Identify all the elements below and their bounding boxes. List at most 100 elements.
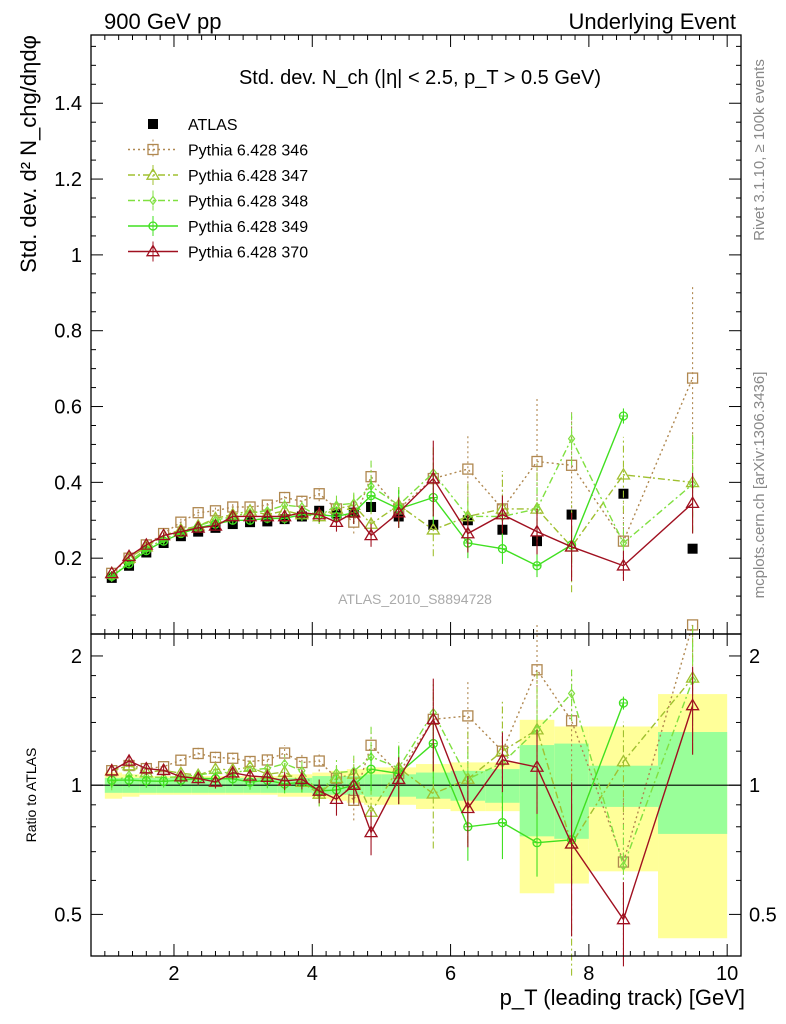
series-5-ratio-point-2-shape bbox=[139, 761, 154, 774]
series-5-point-10-shape bbox=[277, 509, 292, 522]
series-3-ratio-point-10-shape bbox=[280, 758, 289, 769]
series-5-ratio-point-11 bbox=[294, 771, 310, 785]
series-5-ratio-point-13 bbox=[329, 791, 344, 805]
series-5-point-6 bbox=[208, 518, 223, 531]
series-5-ratio-point-3-shape bbox=[156, 762, 171, 776]
rivet-label: Rivet 3.1.10, ≥ 100k events bbox=[751, 59, 768, 241]
legend-marker-shape bbox=[145, 244, 161, 257]
series-4-ratio-point-1 bbox=[124, 775, 134, 785]
series-5-ratio-point-18-shape bbox=[460, 801, 475, 814]
y-tick-label: 1.2 bbox=[54, 169, 82, 191]
legend-marker bbox=[145, 167, 161, 180]
series-2-point-17-shape bbox=[426, 522, 441, 535]
axes bbox=[90, 34, 742, 957]
series-4-point-22 bbox=[618, 411, 629, 421]
series-5-ratio-point-23 bbox=[685, 698, 700, 711]
series-3-ratio-point-21-shape bbox=[567, 688, 576, 699]
ratio-y-tick-label-right: 1 bbox=[749, 775, 760, 797]
series-5-point-3-shape bbox=[156, 528, 171, 541]
series-5-ratio-point-17 bbox=[426, 712, 441, 725]
series-5-point-2-shape bbox=[139, 537, 154, 550]
series-5-ratio-point-1 bbox=[121, 753, 137, 766]
series-5-point-10 bbox=[277, 509, 292, 522]
legend-marker-shape bbox=[145, 167, 161, 180]
x-tick-label: 10 bbox=[716, 963, 738, 985]
series-5-point-7-shape bbox=[225, 509, 240, 522]
series-5-ratio-point-3 bbox=[156, 762, 171, 776]
series-5-point-5 bbox=[191, 520, 206, 533]
series-5-point-3 bbox=[156, 528, 171, 541]
series-5-ratio-point-16 bbox=[391, 771, 406, 785]
x-axis-label: p_T (leading track) [GeV] bbox=[500, 985, 745, 1010]
series-4-ratio-point-2 bbox=[141, 776, 151, 786]
series-5-point-9 bbox=[260, 509, 275, 522]
legend-marker-shape bbox=[149, 195, 157, 206]
series-1-line bbox=[111, 377, 694, 574]
series-5-point-11-shape bbox=[294, 505, 310, 518]
series-3-point-22 bbox=[619, 538, 628, 549]
series-5-ratio-point-7 bbox=[225, 765, 240, 778]
legend-item: Pythia 6.428 346 bbox=[128, 139, 308, 160]
legend-marker bbox=[148, 119, 158, 129]
series-5-point-2 bbox=[139, 537, 154, 550]
series-3-ratio-point-22-shape bbox=[619, 860, 628, 871]
legend-marker bbox=[145, 244, 161, 257]
series-5-point-8 bbox=[242, 509, 258, 522]
series-5-point-21 bbox=[564, 539, 579, 552]
series-5-ratio-point-4-shape bbox=[173, 769, 189, 782]
series-5-ratio-point-10 bbox=[277, 773, 292, 786]
ratio-y-tick-label-right: 0.5 bbox=[749, 904, 777, 926]
series-5-point-5-shape bbox=[191, 520, 206, 533]
series-1-point-18 bbox=[462, 463, 474, 475]
series-5-ratio-point-14 bbox=[346, 777, 361, 791]
series-3-ratio-line bbox=[111, 680, 694, 869]
series-4-ratio-point-22 bbox=[618, 698, 629, 708]
series-5-ratio-point-21 bbox=[564, 836, 579, 849]
legend-item: ATLAS bbox=[148, 117, 238, 134]
series-5-point-14 bbox=[346, 505, 361, 518]
legend: ATLAS Pythia 6.428 346 Pythia 6.428 347 Pyt… bbox=[128, 117, 308, 262]
tick-labels: 2 4 6 8 10 0.2 0.4 0.6 0.8 1 1.2 1.4 0.5 1 2 0.5 1 2 bbox=[54, 93, 777, 985]
legend-item: Pythia 6.428 349 bbox=[128, 216, 308, 236]
series-5-ratio-point-22-shape bbox=[616, 912, 631, 925]
series-5-point-16-shape bbox=[391, 505, 406, 518]
series-1-point-23 bbox=[686, 372, 699, 384]
series-5-ratio-point-11-shape bbox=[294, 771, 310, 785]
series-2-ratio-point-22-shape bbox=[616, 754, 631, 767]
series-5-ratio-point-19-shape bbox=[495, 752, 510, 765]
series-1-point-10 bbox=[278, 491, 291, 504]
series-1-point-20-shape bbox=[531, 455, 543, 468]
series-5-point-4-shape bbox=[173, 524, 189, 537]
legend-marker bbox=[147, 143, 159, 156]
legend-label: Pythia 6.428 347 bbox=[188, 168, 308, 185]
series-5-point-6-shape bbox=[208, 518, 223, 531]
y-tick-label: 1 bbox=[71, 245, 82, 267]
series-5-point-12-shape bbox=[312, 507, 327, 520]
series-4-point-20 bbox=[532, 561, 542, 571]
legend-label: Pythia 6.428 348 bbox=[188, 194, 308, 211]
series-5-point-9-shape bbox=[260, 509, 275, 522]
series-5-point-20 bbox=[529, 524, 545, 537]
legend-item: Pythia 6.428 370 bbox=[128, 241, 308, 262]
series-4-ratio-point-3 bbox=[158, 776, 169, 786]
plot-title: Std. dev. N_ch (|η| < 2.5, p_T > 0.5 GeV… bbox=[239, 67, 601, 89]
ratio-panel-series bbox=[104, 619, 700, 976]
series-5-point-22 bbox=[616, 558, 631, 571]
series-3-point-22-shape bbox=[619, 538, 628, 549]
series-2-ratio-point-22 bbox=[616, 754, 631, 767]
series-1-point-5 bbox=[192, 507, 204, 519]
series-5-point-17-shape bbox=[426, 471, 441, 484]
series-1-ratio-point-5 bbox=[192, 747, 204, 760]
series-5-point-21-shape bbox=[564, 539, 579, 552]
series-5-ratio-point-12 bbox=[312, 783, 327, 796]
mcplots-label: mcplots.cern.ch [arXiv:1306.3436] bbox=[751, 372, 768, 599]
series-2-point-17 bbox=[426, 522, 441, 535]
series-1-ratio-point-10-shape bbox=[278, 747, 291, 759]
series-5-point-12 bbox=[312, 507, 327, 520]
series-2-point-22 bbox=[616, 467, 631, 480]
series-1-point-10-shape bbox=[278, 491, 291, 504]
x-tick-label: 4 bbox=[307, 963, 318, 985]
series-1-ratio-point-12-shape bbox=[313, 755, 325, 767]
series-2-point-22-shape bbox=[616, 467, 631, 480]
